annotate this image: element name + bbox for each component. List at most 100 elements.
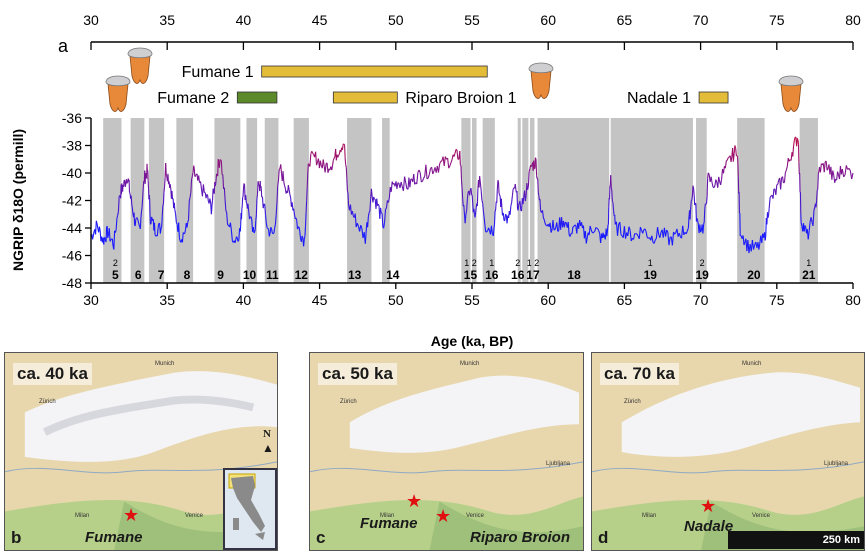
series-segment-295 <box>278 167 281 170</box>
series-segment-597 <box>528 168 531 172</box>
series-segment-353 <box>324 163 327 173</box>
series-segment-34 <box>114 229 117 233</box>
series-segment-791 <box>702 224 705 234</box>
series-segment-288 <box>273 228 276 234</box>
series-segment-2 <box>91 235 94 240</box>
series-segment-194 <box>211 188 214 201</box>
series-segment-35 <box>115 218 118 230</box>
series-segment-491 <box>454 149 457 154</box>
series-segment-830 <box>735 148 737 156</box>
series-segment-302 <box>284 185 286 189</box>
series-segment-121 <box>161 216 163 228</box>
series-segment-507 <box>466 198 468 211</box>
series-segment-333 <box>306 172 309 188</box>
site-label-fumane: Fumane <box>85 529 143 546</box>
series-segment-454 <box>413 173 416 185</box>
series-segment-179 <box>199 181 203 190</box>
series-segment-337 <box>309 153 312 167</box>
series-segment-778 <box>693 195 696 206</box>
series-segment-85 <box>142 188 144 199</box>
series-segment-720 <box>633 233 636 240</box>
series-segment-415 <box>376 198 379 206</box>
series-segment-490 <box>453 152 456 157</box>
series-segment-167 <box>191 172 194 177</box>
series-segment-170 <box>193 168 196 177</box>
series-segment-487 <box>450 158 453 163</box>
series-segment-259 <box>255 214 257 221</box>
series-segment-674 <box>595 227 598 229</box>
series-segment-361 <box>332 160 334 166</box>
series-segment-891 <box>786 158 789 167</box>
stadial-band-12 <box>482 118 495 283</box>
series-segment-813 <box>720 179 723 186</box>
series-segment-463 <box>423 175 426 179</box>
series-segment-808 <box>715 179 718 183</box>
series-segment-335 <box>307 163 310 165</box>
series-segment-768 <box>687 216 690 228</box>
series-segment-460 <box>419 172 422 183</box>
series-segment-145 <box>175 213 177 223</box>
series-segment-284 <box>270 226 273 230</box>
series-segment-422 <box>381 213 384 227</box>
series-segment-206 <box>218 159 221 168</box>
series-segment-547 <box>494 209 497 212</box>
series-segment-77 <box>137 220 140 224</box>
series-segment-725 <box>638 227 641 239</box>
y-tick-label-2: -40 <box>62 165 82 181</box>
series-segment-312 <box>291 202 294 211</box>
top-tick-label-9: 75 <box>769 12 785 28</box>
series-segment-506 <box>465 210 468 215</box>
series-segment-530 <box>480 190 483 201</box>
series-segment-792 <box>703 221 705 225</box>
x-tick-label-4: 50 <box>388 292 404 308</box>
series-segment-72 <box>134 219 137 227</box>
series-segment-921 <box>807 230 810 240</box>
series-segment-844 <box>743 241 746 246</box>
series-segment-256 <box>253 231 256 234</box>
occupation-label-0: Fumane 1 <box>182 64 254 81</box>
series-segment-129 <box>165 174 168 177</box>
city-venice-c: Venice <box>466 513 485 519</box>
series-segment-166 <box>191 175 193 180</box>
series-segment-379 <box>345 164 347 168</box>
series-segment-227 <box>236 236 238 239</box>
series-segment-671 <box>592 231 595 234</box>
site-star-fumane-c: ★ <box>406 491 423 511</box>
series-segment-503 <box>463 205 465 213</box>
series-segment-676 <box>597 228 600 232</box>
city-munich-c: Munich <box>460 361 480 367</box>
series-segment-36 <box>116 215 119 219</box>
y-axis-label: NGRIP δ18O (permill) <box>10 129 26 271</box>
series-segment-912 <box>800 222 803 227</box>
series-segment-858 <box>758 243 761 250</box>
series-segment-772 <box>690 200 692 208</box>
series-segment-736 <box>651 235 654 243</box>
series-segment-642 <box>564 221 567 224</box>
series-segment-709 <box>620 234 623 237</box>
series-segment-445 <box>404 176 407 183</box>
series-segment-763 <box>682 225 685 236</box>
series-segment-426 <box>385 207 387 210</box>
scale-bar: 250 km <box>728 531 864 549</box>
series-segment-739 <box>654 238 657 241</box>
series-segment-66 <box>131 204 133 209</box>
series-segment-950 <box>832 170 835 176</box>
series-segment-27 <box>109 239 112 242</box>
city-milan-c: Milan <box>380 513 395 519</box>
series-segment-821 <box>727 156 730 159</box>
series-segment-360 <box>331 165 334 171</box>
series-segment-531 <box>481 200 484 204</box>
series-segment-368 <box>337 154 340 158</box>
series-segment-199 <box>214 181 217 186</box>
top-tick-label-8: 70 <box>693 12 709 28</box>
tooth-crown-3 <box>778 75 804 87</box>
series-segment-292 <box>276 186 279 204</box>
series-segment-544 <box>492 228 495 236</box>
series-segment-84 <box>141 198 144 208</box>
series-segment-282 <box>268 232 271 237</box>
interstadial-label-9: 14 <box>386 268 400 282</box>
series-segment-723 <box>636 233 639 237</box>
series-segment-116 <box>157 223 160 229</box>
series-segment-651 <box>573 224 576 227</box>
tooth-crown-1 <box>127 47 153 59</box>
